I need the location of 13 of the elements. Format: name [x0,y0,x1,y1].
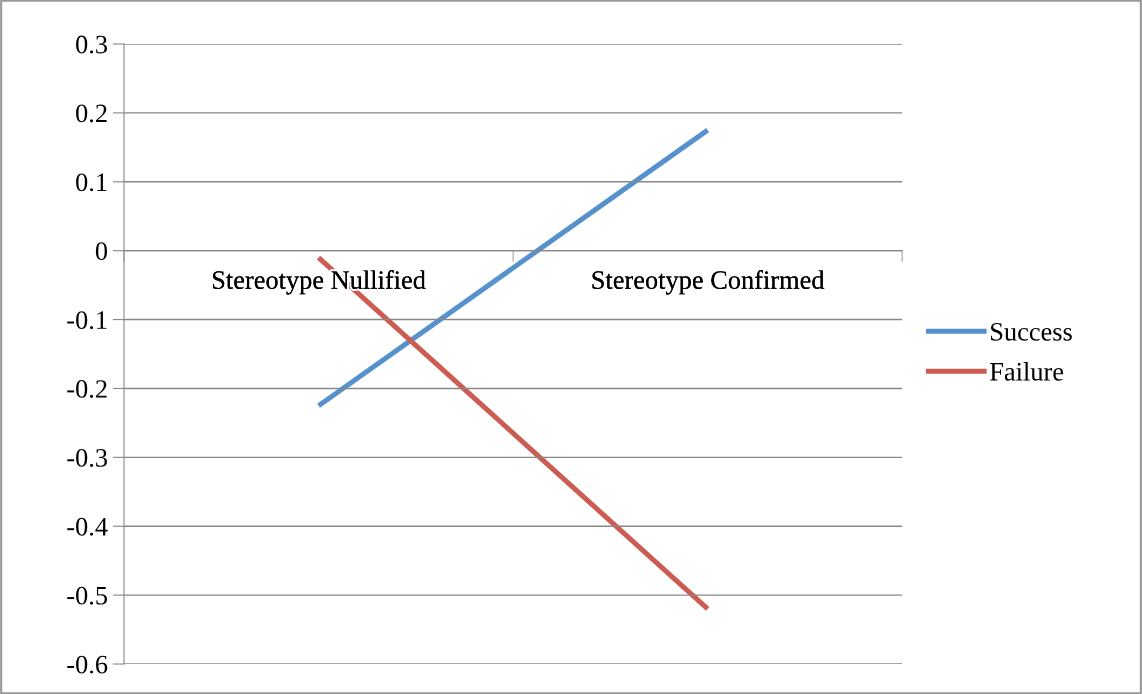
y-tick-label: -0.3 [67,448,108,467]
y-tick-label: 0 [95,242,108,261]
y-tick-label: 0.1 [76,173,107,192]
x-tick-label: Stereotype Confirmed [592,270,825,295]
y-tick-label: 0.2 [76,104,107,123]
legend-label: Success [991,323,1072,341]
y-tick-label: -0.2 [67,380,107,398]
y-tick-label: -0.4 [67,517,108,536]
legend-label: Failure [990,362,1064,381]
y-tick-label: 0.3 [76,35,108,54]
y-tick-label: -0.5 [67,586,108,605]
y-tick-label: -0.1 [67,311,107,330]
y-tick-label: -0.6 [67,655,108,674]
